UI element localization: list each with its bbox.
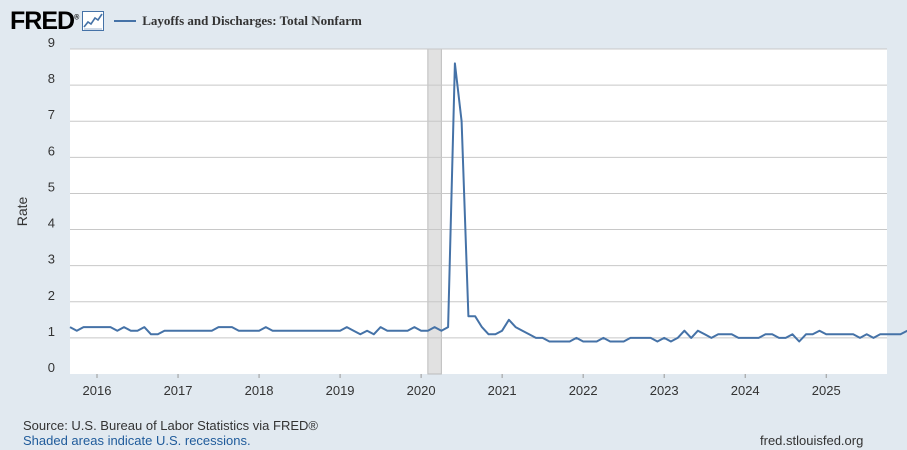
series-title: Layoffs and Discharges: Total Nonfarm [142, 13, 362, 28]
series-line [69, 62, 907, 343]
y-tick-label: 6 [48, 143, 55, 158]
site-url: fred.stlouisfed.org [760, 433, 864, 448]
y-tick-label: 5 [48, 179, 55, 194]
recession-band [427, 48, 442, 375]
x-tick-label: 2021 [488, 383, 517, 398]
x-tick-label: 2025 [812, 383, 841, 398]
y-tick-label: 2 [48, 288, 55, 303]
x-tick-label: 2023 [650, 383, 679, 398]
fred-logo[interactable]: FRED® [10, 7, 79, 36]
line-chart-icon [82, 11, 105, 31]
registered-mark: ® [74, 14, 80, 22]
y-tick-label: 8 [48, 71, 55, 86]
x-tick-label: 2024 [731, 383, 760, 398]
y-tick-label: 9 [48, 35, 55, 50]
x-tick-label: 2018 [245, 383, 274, 398]
chart-header: FRED® Layoffs and Discharges: Total Nonf… [10, 6, 362, 36]
x-tick-label: 2017 [164, 383, 193, 398]
y-tick-label: 0 [48, 360, 55, 375]
y-tick-label: 4 [48, 216, 55, 231]
y-tick-label: 1 [48, 324, 55, 339]
fred-logo-text: FRED [10, 6, 75, 35]
x-tick-label: 2022 [569, 383, 598, 398]
plot-area [70, 49, 887, 374]
y-axis-label: Rate [14, 197, 30, 227]
recessions-note[interactable]: Shaded areas indicate U.S. recessions. [23, 433, 251, 448]
x-tick-label: 2019 [326, 383, 355, 398]
x-tick-label: 2016 [83, 383, 112, 398]
y-tick-label: 3 [48, 252, 55, 267]
x-tick-label: 2020 [407, 383, 436, 398]
legend-line-swatch [114, 20, 137, 22]
y-tick-label: 7 [48, 107, 55, 122]
source-note: Source: U.S. Bureau of Labor Statistics … [23, 418, 318, 433]
line-chart: 0 1 2 3 4 5 6 7 8 9 2016 2017 2018 2019 2020 2021 2022 20… [14, 35, 907, 398]
